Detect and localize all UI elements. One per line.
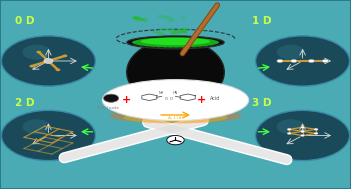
Circle shape (314, 128, 318, 130)
Circle shape (287, 132, 291, 135)
Text: 2 D: 2 D (15, 98, 35, 108)
Ellipse shape (163, 28, 177, 31)
Ellipse shape (143, 18, 148, 22)
Ellipse shape (133, 16, 140, 20)
Ellipse shape (158, 28, 175, 31)
Ellipse shape (200, 30, 206, 32)
Circle shape (44, 59, 53, 63)
Text: Δ, t (d): Δ, t (d) (168, 116, 183, 120)
Circle shape (277, 59, 283, 63)
Ellipse shape (168, 19, 175, 22)
Circle shape (1, 110, 95, 161)
Text: +: + (121, 95, 131, 105)
Ellipse shape (170, 29, 189, 34)
Ellipse shape (182, 30, 187, 34)
Text: +: + (197, 95, 206, 105)
Circle shape (1, 36, 95, 86)
Circle shape (277, 45, 305, 60)
Ellipse shape (132, 16, 145, 21)
Circle shape (300, 130, 305, 132)
Text: NH: NH (159, 91, 164, 94)
Ellipse shape (102, 80, 249, 121)
Ellipse shape (123, 112, 228, 123)
Circle shape (29, 65, 34, 67)
Circle shape (55, 69, 60, 71)
Text: HN: HN (173, 91, 178, 94)
Circle shape (277, 119, 305, 134)
Circle shape (308, 59, 314, 63)
Text: 0 D: 0 D (15, 16, 35, 26)
Circle shape (256, 110, 350, 161)
Text: Metal node: Metal node (97, 106, 119, 110)
Circle shape (62, 55, 67, 57)
Ellipse shape (157, 15, 173, 19)
Circle shape (22, 45, 51, 60)
Circle shape (37, 51, 41, 53)
Ellipse shape (110, 108, 241, 123)
Ellipse shape (127, 36, 224, 49)
Circle shape (256, 36, 350, 86)
Circle shape (300, 130, 305, 132)
Text: Acid: Acid (210, 96, 221, 101)
Ellipse shape (152, 31, 166, 35)
Text: 1 D: 1 D (252, 16, 272, 26)
Circle shape (314, 132, 318, 135)
Circle shape (322, 59, 329, 63)
Ellipse shape (141, 38, 210, 45)
Circle shape (300, 134, 305, 137)
Circle shape (22, 119, 51, 134)
Ellipse shape (181, 17, 186, 19)
Circle shape (291, 59, 297, 63)
Circle shape (167, 136, 184, 145)
Circle shape (104, 94, 119, 102)
Text: 3 D: 3 D (252, 98, 272, 108)
Ellipse shape (127, 40, 224, 105)
Text: O  O: O O (165, 97, 172, 101)
Ellipse shape (132, 37, 219, 47)
Circle shape (300, 126, 305, 128)
Circle shape (287, 128, 291, 130)
